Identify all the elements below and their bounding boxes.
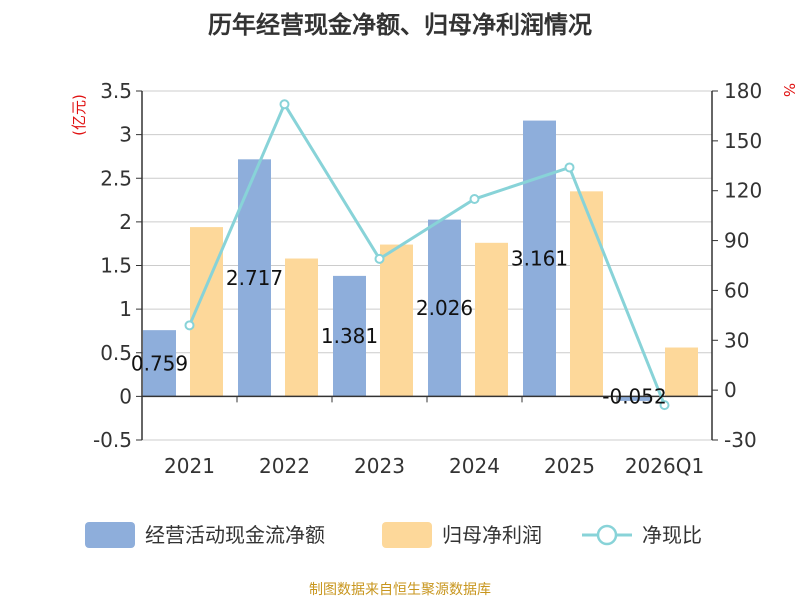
left-tick-label: 0: [119, 384, 132, 408]
cashflow-data-label: 2.026: [416, 296, 473, 320]
category-label: 2024: [449, 454, 500, 478]
data-labels: 0.759 2.717 1.381 2.026 3.161 -0.052: [131, 246, 667, 408]
legend-swatch-profit: [382, 522, 432, 548]
category-label: 2022: [259, 454, 310, 478]
left-tick-label: 1.5: [100, 254, 132, 278]
legend-label-cashflow: 经营活动现金流净额: [145, 523, 325, 547]
category-label: 2026Q1: [625, 454, 704, 478]
cashflow-bar: [618, 396, 651, 401]
profit-bar: [380, 244, 413, 397]
legend-marker-ratio: [596, 524, 618, 546]
category-label: 2025: [544, 454, 595, 478]
right-tick-label: 90: [724, 229, 749, 253]
category-label: 2023: [354, 454, 405, 478]
ratio-point: [279, 99, 290, 110]
cashflow-bar: [428, 219, 461, 397]
ratio-point: [184, 320, 195, 331]
legend-label-profit: 归母净利润: [442, 523, 542, 547]
profit-bar: [570, 191, 603, 397]
source-note: 制图数据来自恒生聚源数据库: [309, 582, 491, 598]
right-tick-label: -30: [724, 428, 757, 452]
cashflow-data-label: 3.161: [511, 246, 568, 270]
right-tick-label: 30: [724, 328, 749, 352]
profit-bar: [665, 347, 698, 397]
bars: [143, 120, 698, 401]
left-tick-label: -0.5: [93, 428, 132, 452]
left-tick-label: 3: [119, 123, 132, 147]
profit-bar: [475, 242, 508, 397]
cashflow-data-label: -0.052: [602, 384, 666, 408]
right-tick-label: 0: [724, 378, 737, 402]
cashflow-bar: [143, 330, 176, 397]
ratio-point: [374, 253, 385, 264]
ratio-point: [564, 162, 575, 173]
left-tick-label: 2: [119, 210, 132, 234]
legend-label-ratio: 净现比: [642, 523, 702, 547]
category-label: 2021: [164, 454, 215, 478]
cashflow-bar: [523, 120, 556, 397]
ratio-polyline: [188, 101, 666, 406]
ratio-line: [184, 99, 670, 411]
left-tick-label: 0.5: [100, 341, 132, 365]
cashflow-data-label: 1.381: [321, 324, 378, 348]
right-tick-label: 150: [724, 129, 762, 153]
right-tick-label: 180: [724, 79, 762, 103]
legend-swatch-cashflow: [85, 522, 135, 548]
chart-title: 历年经营现金净额、归母净利润情况: [208, 11, 592, 39]
profit-bar: [285, 258, 318, 397]
cashflow-data-label: 0.759: [131, 351, 188, 375]
axes: -0.5 0 0.5 1 1.5 2 2.5 3 3.5 -30 0 30 60 90 120 150 180 2…: [93, 79, 762, 478]
right-axis-unit: %: [780, 83, 798, 97]
ratio-point: [659, 400, 670, 411]
right-tick-label: 120: [724, 179, 762, 203]
gridlines: [142, 90, 712, 441]
cashflow-bar: [333, 275, 366, 397]
cashflow-data-label: 2.717: [226, 266, 283, 290]
ratio-point: [469, 194, 480, 205]
left-tick-label: 3.5: [100, 79, 132, 103]
left-axis-unit: (亿元): [70, 94, 88, 136]
left-tick-label: 1: [119, 297, 132, 321]
legend: 经营活动现金流净额 归母净利润 净现比: [85, 522, 702, 548]
left-tick-label: 2.5: [100, 166, 132, 190]
right-tick-label: 60: [724, 278, 749, 302]
